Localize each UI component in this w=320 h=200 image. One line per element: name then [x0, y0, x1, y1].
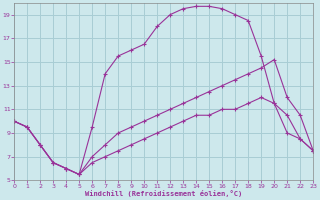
X-axis label: Windchill (Refroidissement éolien,°C): Windchill (Refroidissement éolien,°C) — [85, 190, 242, 197]
